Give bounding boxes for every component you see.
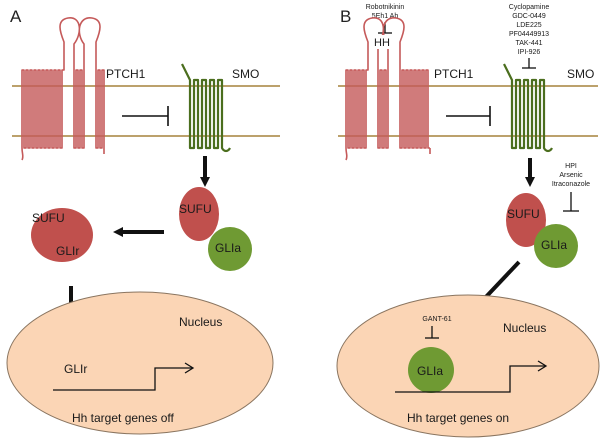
smo-label-b: SMO [567,67,594,81]
nucleus-label-a: Nucleus [179,315,222,329]
nuclear-inhibitor-bar-b [425,326,439,339]
ptch1-inhibitor-2-b: 5Eh1 Ab [372,13,399,20]
smo-inhibitor-bar-b [522,58,536,69]
panel-a-letter: A [10,7,22,26]
smo-inhibitor-2-b: GDC-0449 [512,13,546,20]
gli-inhibitor-2-b: Arsenic [559,172,583,179]
smo-inhibitor-3-b: LDE225 [516,22,541,29]
ptch1-inhibitor-1-b: Robotnikinin [366,4,405,11]
nucleus-b [336,294,600,438]
gli-active-blob-b [534,224,578,268]
gli-inhibitor-bar-b [563,192,579,212]
target-genes-label-a: Hh target genes off [72,411,175,425]
nucleus-a [6,291,274,435]
ptch1-receptor-a [21,17,105,149]
smo-label-a: SMO [232,67,259,81]
ptch1-tail-a [21,147,105,161]
ptch1-label-b: PTCH1 [434,67,474,81]
glir-nucleus-label-a: GLIr [64,362,87,376]
smo-receptor-b [503,63,553,153]
gli-active-label-b: GLIa [541,238,567,252]
gli-active-label-a: GLIa [215,241,241,255]
inhibition-bar-b [446,106,491,126]
gli-active-blob-a [208,227,252,271]
inhibition-bar-a [122,106,169,126]
sufu-bound-label-b: SUFU [507,207,540,221]
sufu-glir-blob-a [31,208,93,262]
gene-promoter-b [395,365,545,393]
gene-promoter-arrow-b [537,360,548,372]
gene-promoter-arrow-a [184,362,195,374]
glir-label-a: GLIr [56,244,79,258]
smo-inhibitor-5-b: TAK-441 [515,40,542,47]
panel-b: B Robotnikinin 5Eh1 Ab HH PTCH1 Cyclopam… [336,4,600,438]
hh-ligand-label-b: HH [374,37,390,49]
smo-inhibitor-6-b: IPI-926 [518,49,541,56]
ptch1-receptor-b [345,17,430,149]
target-genes-label-b: Hh target genes on [407,411,509,425]
ptch1-tail-b [345,147,431,161]
smo-inhibitor-1-b: Cyclopamine [509,4,550,11]
gli-active-nucleus-label-b: GLIa [417,364,443,378]
sufu-blob-a [179,187,219,241]
membrane-b [338,85,598,137]
sufu-blob-b [506,193,546,247]
smo-receptor-a [181,63,231,153]
gli-inhibitor-3-b: Itraconazole [552,181,590,188]
gli-inhibitor-1-b: HPI [565,163,577,170]
sufu-bound-label-a: SUFU [179,202,212,216]
ptch1-label-a: PTCH1 [106,67,146,81]
nucleus-label-b: Nucleus [503,321,546,335]
hh-ligand-backdrop-b [371,35,393,49]
sufu-free-label-a: SUFU [32,211,65,225]
gli-active-nucleus-blob-b [408,347,454,393]
nuclear-inhibitor-label-b: GANT-61 [422,316,451,323]
panel-b-letter: B [340,7,351,26]
gene-promoter-a [53,367,192,391]
panel-a: A PTCH1 SMO SUFU GLIa SUFU GLIr [6,7,280,435]
smo-inhibitor-4-b: PF04449913 [509,31,549,38]
